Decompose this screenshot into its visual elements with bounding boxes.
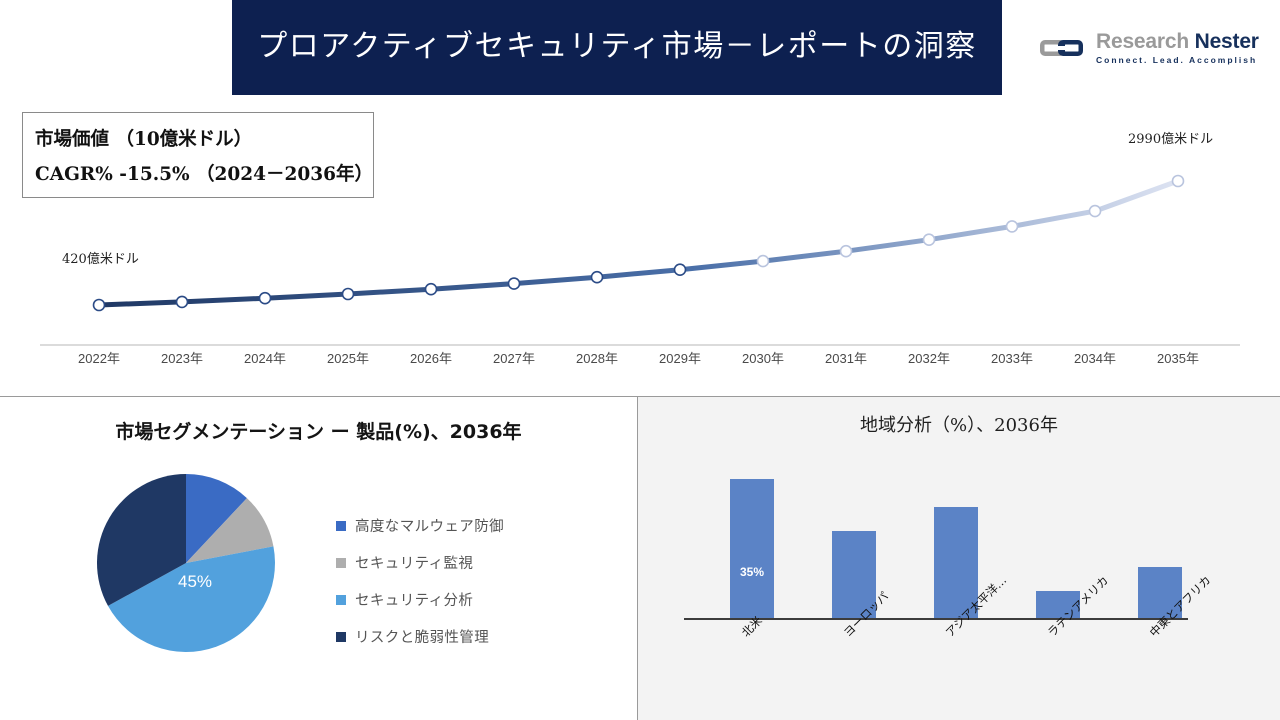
logo-name-research: Research [1096,30,1195,54]
segmentation-legend: 高度なマルウェア防御 セキュリティ監視 セキュリティ分析 リスクと脆弱性管理 [336,507,586,655]
line-chart-x-label: 2035年 [1157,351,1199,366]
legend-item: リスクと脆弱性管理 [336,618,586,655]
bar [1138,567,1182,619]
legend-swatch-icon [336,520,346,531]
line-chart-data-point [175,295,189,309]
line-chart-x-label: 2024年 [244,351,286,366]
bar-chart-axis [684,618,1188,620]
line-chart-data-point [922,233,936,246]
line-chart-x-label: 2031年 [825,351,867,366]
legend-item: セキュリティ監視 [336,544,586,581]
line-chart-data-point [673,263,687,276]
bar [832,531,876,619]
segmentation-title: 市場セグメンテーション ー 製品(%)、2036年 [115,421,522,443]
line-chart-x-label: 2029年 [659,351,701,366]
line-chart-data-point [839,244,853,258]
segmentation-pie-chart [96,473,276,653]
line-chart-data-point [1005,220,1019,233]
pie-slice-data-label: 45% [178,572,213,591]
line-chart-data-point [1088,204,1102,218]
logo-name: Research Nester [1096,31,1259,52]
line-chart-start-value-label: 420億米ドル [62,252,139,267]
line-chart-x-label: 2032年 [908,351,950,366]
bar: 35% [730,479,774,619]
line-chart-data-point [590,270,604,284]
line-chart-x-label: 2022年 [78,351,120,366]
pie-slice [186,474,247,563]
research-nester-logo-mark-icon [1040,40,1083,56]
regional-bar-chart: 35% [638,457,1280,619]
bar [1036,591,1080,619]
page-title: プロアクティブセキュリティ市場－レポートの洞察 [257,29,977,65]
line-chart-data-point [424,282,438,296]
market-value-label: 市場価値 （10億米ドル） [35,128,253,150]
legend-item-label: リスクと脆弱性管理 [355,630,490,646]
bar [934,507,978,619]
legend-item: 高度なマルウェア防御 [336,507,586,544]
cagr-label: CAGR% -15.5% （2024－2036年） [35,163,374,185]
horizontal-divider [0,396,1280,397]
pie-chart-svg [96,474,275,652]
pie-slice [186,498,274,563]
legend-item-label: セキュリティ監視 [355,556,474,572]
regional-analysis-title: 地域分析（%）、2036年 [860,415,1058,436]
pie-slice [96,474,186,606]
brand-logo: Research Nester Connect. Lead. Accomplis… [1040,22,1259,74]
line-chart-svg [40,174,1240,346]
logo-name-nester: Nester [1194,30,1259,54]
bar-chart-x-axis-labels: 北米 ヨーロッパ アジア太平洋… ラテンアメリカ 中東とアフリカ [638,573,1280,720]
logo-tagline: Connect. Lead. Accomplish [1096,55,1258,66]
legend-item: セキュリティ分析 [336,581,586,618]
line-chart-x-label: 2027年 [493,351,535,366]
line-chart-x-label: 2023年 [161,351,203,366]
market-value-info-box: 市場価値 （10億米ドル） CAGR% -15.5% （2024－2036年） [22,112,374,198]
line-chart-x-label: 2033年 [991,351,1033,366]
legend-item-label: 高度なマルウェア防御 [355,519,504,535]
line-chart-data-point [341,287,355,301]
pie-slice [108,546,275,652]
line-chart-x-label: 2025年 [327,351,369,366]
line-chart-series-path [96,178,1181,308]
line-chart-x-label: 2028年 [576,351,618,366]
line-chart-x-axis-labels: 2022年 2023年 2024年 2025年 2026年 2027年 2028年 2029年… [0,348,1280,378]
line-chart-data-point [258,291,272,305]
regional-analysis-panel: 地域分析（%）、2036年 35% 北米 ヨーロッパ アジア太平洋… ラテンアメリカ中… [638,397,1280,720]
market-value-line-chart: 420億米ドル 2990億米ドル 2022年 2023年 2024年 2025年 202… [0,100,1280,396]
legend-swatch-icon [336,557,346,568]
bar-data-label: 35% [739,565,765,579]
line-chart-x-label: 2034年 [1074,351,1116,366]
segmentation-panel: 市場セグメンテーション ー 製品(%)、2036年 45% 高度なマルウェア防御… [0,397,637,720]
legend-swatch-icon [336,594,346,605]
line-chart-data-point [1171,174,1185,188]
logo-text-block: Research Nester Connect. Lead. Accomplis… [1096,31,1259,65]
line-chart-data-point [507,277,521,290]
line-chart-x-label: 2026年 [410,351,452,366]
vertical-divider [637,396,638,720]
line-chart-x-label: 2030年 [742,351,784,366]
legend-item-label: セキュリティ分析 [355,593,474,609]
line-chart-data-point [756,254,770,268]
title-banner: プロアクティブセキュリティ市場－レポートの洞察 [232,0,1002,95]
line-chart-end-value-label: 2990億米ドル [1128,132,1214,147]
line-chart-data-point [92,298,106,312]
legend-swatch-icon [336,631,346,642]
